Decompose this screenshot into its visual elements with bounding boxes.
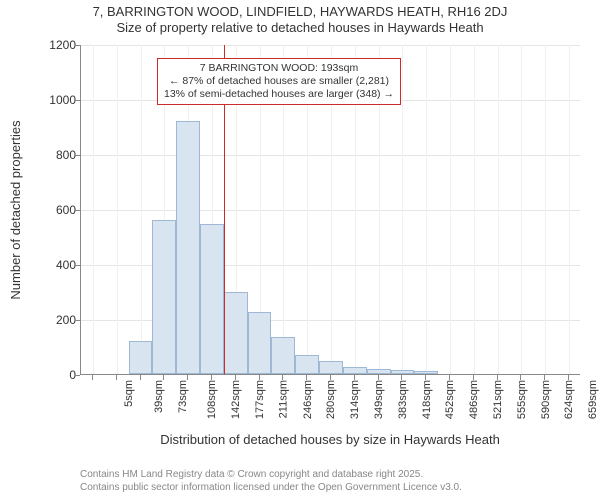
x-tick-mark [354,375,355,380]
y-tick-label: 1200 [26,38,76,52]
x-tick-mark [401,375,402,380]
x-tick-mark [425,375,426,380]
y-tick-label: 600 [26,203,76,217]
y-tick-label: 400 [26,258,76,272]
histogram-bar [176,121,200,374]
x-tick-label: 452sqm [445,380,457,419]
annotation-box: 7 BARRINGTON WOOD: 193sqm ← 87% of detac… [157,58,401,105]
y-tick-mark [75,375,80,376]
gridline-v [474,45,475,374]
x-tick-mark [187,375,188,380]
y-axis-label: Number of detached properties [8,120,23,299]
x-tick-label: 349sqm [373,380,385,419]
x-tick-mark [378,375,379,380]
x-axis-label: Distribution of detached houses by size … [80,432,580,447]
x-tick-label: 280sqm [326,380,338,419]
x-tick-mark [259,375,260,380]
x-tick-label: 73sqm [177,380,189,413]
histogram-bar [343,367,367,374]
x-tick-mark [235,375,236,380]
x-tick-label: 590sqm [540,380,552,419]
x-tick-label: 486sqm [468,380,480,419]
y-tick-label: 0 [26,368,76,382]
x-tick-mark [140,375,141,380]
histogram-bar [391,370,415,374]
x-tick-label: 5sqm [123,380,135,407]
gridline-v [93,45,94,374]
histogram-bar [295,355,319,374]
histogram-bar [152,220,176,374]
gridline-v [141,45,142,374]
x-tick-mark [211,375,212,380]
chart-title-line2: Size of property relative to detached ho… [0,20,600,35]
x-tick-label: 142sqm [230,380,242,419]
annotation-line1: 7 BARRINGTON WOOD: 193sqm [164,62,394,75]
footer-line2: Contains public sector information licen… [80,481,462,494]
x-tick-mark [92,375,93,380]
x-tick-label: 418sqm [421,380,433,419]
annotation-line3: 13% of semi-detached houses are larger (… [164,88,394,101]
x-tick-mark [163,375,164,380]
x-tick-mark [544,375,545,380]
x-tick-label: 555sqm [516,380,528,419]
x-tick-mark [116,375,117,380]
histogram-bar [414,371,438,374]
gridline-v [545,45,546,374]
x-tick-label: 177sqm [254,380,266,419]
x-tick-label: 624sqm [564,380,576,419]
chart-container: 7, BARRINGTON WOOD, LINDFIELD, HAYWARDS … [0,0,600,500]
histogram-bar [200,224,224,374]
y-tick-mark [75,155,80,156]
x-tick-label: 246sqm [302,380,314,419]
x-tick-mark [282,375,283,380]
histogram-bar [129,341,153,374]
y-tick-mark [75,100,80,101]
gridline-v [117,45,118,374]
y-tick-mark [75,320,80,321]
footer-line1: Contains HM Land Registry data © Crown c… [80,468,462,481]
y-tick-mark [75,210,80,211]
y-tick-label: 200 [26,313,76,327]
histogram-bar [271,337,295,374]
y-tick-mark [75,45,80,46]
x-tick-mark [497,375,498,380]
y-tick-label: 800 [26,148,76,162]
y-tick-label: 1000 [26,93,76,107]
x-tick-label: 211sqm [277,380,289,418]
x-tick-mark [449,375,450,380]
y-tick-mark [75,265,80,266]
gridline-v [569,45,570,374]
x-tick-mark [568,375,569,380]
x-tick-mark [473,375,474,380]
x-tick-mark [330,375,331,380]
x-tick-label: 521sqm [492,380,504,419]
x-tick-label: 314sqm [349,380,361,419]
footer-attribution: Contains HM Land Registry data © Crown c… [80,468,462,494]
x-tick-mark [306,375,307,380]
x-tick-label: 108sqm [206,380,218,419]
x-tick-label: 659sqm [587,380,599,419]
x-tick-label: 39sqm [153,380,165,413]
histogram-bar [248,312,272,374]
histogram-bar [367,369,391,374]
x-tick-mark [520,375,521,380]
gridline-v [426,45,427,374]
annotation-line2: ← 87% of detached houses are smaller (2,… [164,75,394,88]
histogram-bar [319,361,343,374]
histogram-bar [224,292,248,375]
gridline-v [450,45,451,374]
x-tick-label: 383sqm [397,380,409,419]
gridline-v [498,45,499,374]
gridline-v [521,45,522,374]
gridline-v [402,45,403,374]
chart-title-line1: 7, BARRINGTON WOOD, LINDFIELD, HAYWARDS … [0,4,600,19]
